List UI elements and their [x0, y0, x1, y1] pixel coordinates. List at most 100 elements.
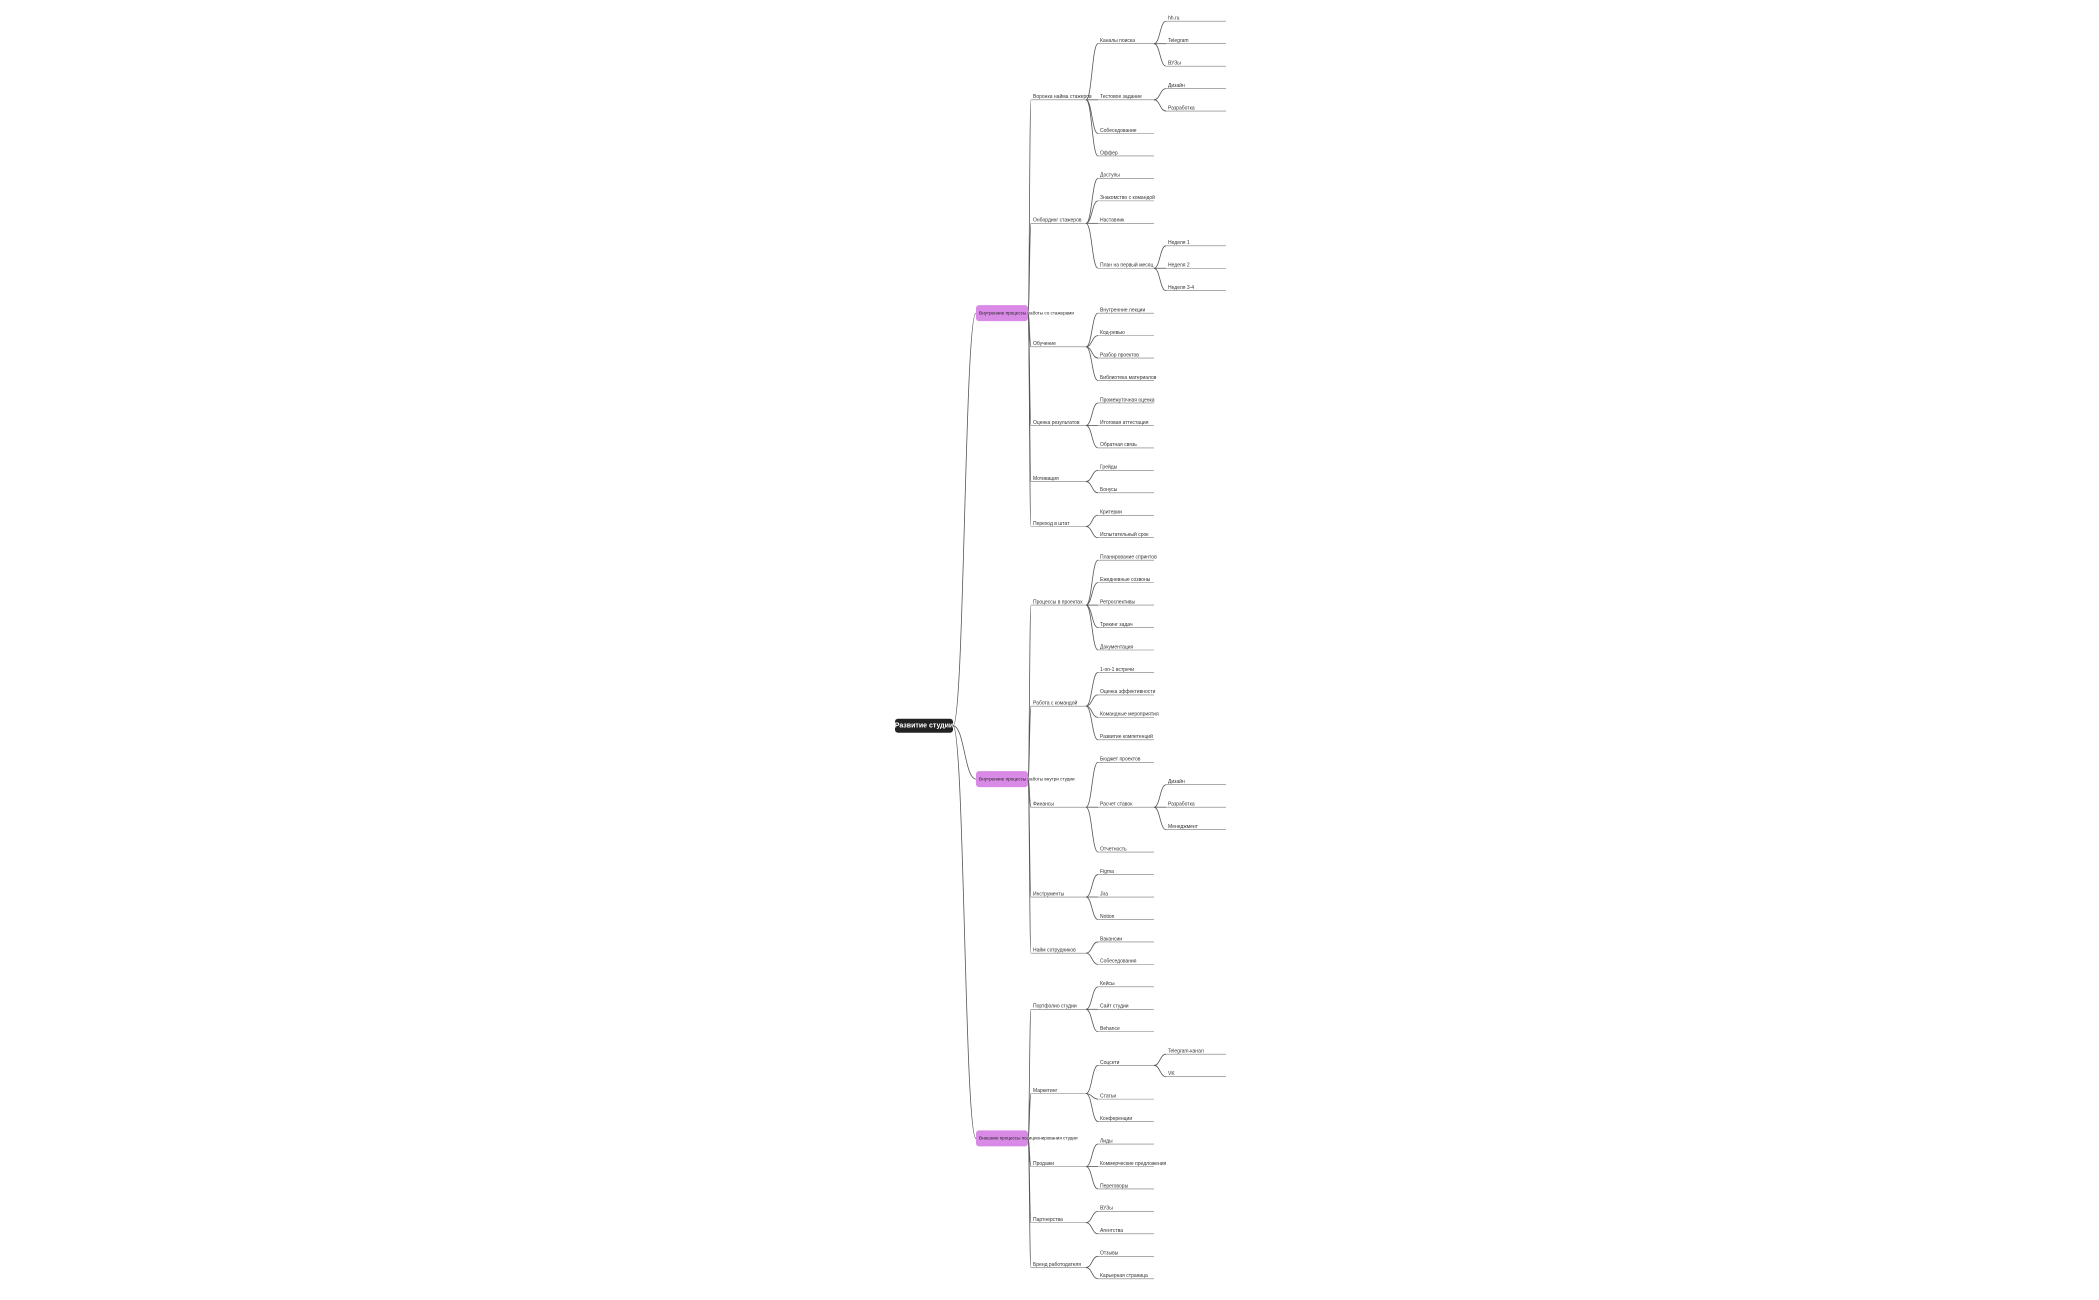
- node-label: Ежедневные созвоны: [1100, 577, 1151, 583]
- connector: [1085, 312, 1099, 348]
- connector: [1085, 705, 1099, 741]
- connector: [1085, 1267, 1099, 1280]
- node-label: Вакансии: [1100, 936, 1122, 942]
- node-label: Оценка результатов: [1033, 420, 1080, 426]
- node-label: Дизайн: [1168, 82, 1185, 89]
- root-label: Развитие студии: [895, 723, 953, 730]
- connector: [1085, 1093, 1099, 1122]
- branch-node: [976, 305, 1028, 322]
- connector: [1085, 672, 1099, 707]
- connector: [1153, 245, 1167, 269]
- connector: [1085, 1166, 1099, 1190]
- connector: [1085, 1008, 1099, 1033]
- node-label: Коммерческие предложения: [1100, 1161, 1167, 1167]
- connector: [1085, 99, 1099, 157]
- node-label: Обучение: [1033, 341, 1056, 347]
- branch-node: [976, 1130, 1028, 1147]
- connector: [1027, 778, 1032, 808]
- node-label: Менеджмент: [1168, 824, 1199, 830]
- node-label: Продажи: [1033, 1161, 1054, 1167]
- connector: [1085, 941, 1099, 954]
- node-label: Jira: [1100, 891, 1108, 897]
- node-label: Notion: [1100, 914, 1115, 920]
- connector: [1027, 705, 1032, 780]
- connector: [1085, 222, 1099, 269]
- connector: [1153, 806, 1167, 831]
- node-label: Неделя 2: [1168, 263, 1190, 269]
- node-label: Telegram-канал: [1168, 1049, 1204, 1055]
- connector: [1153, 20, 1167, 45]
- connector: [1027, 222, 1032, 314]
- node-label: Расчет ставок: [1100, 802, 1133, 808]
- node-label: Знакомство с командой: [1100, 194, 1155, 201]
- node-label: Telegram: [1168, 38, 1189, 44]
- connector: [1085, 481, 1099, 494]
- connector: [952, 725, 977, 780]
- connector: [1153, 267, 1167, 292]
- node-label: Разработка: [1168, 802, 1195, 808]
- connector: [1085, 761, 1099, 808]
- node-label: Документация: [1100, 644, 1134, 650]
- connector: [1085, 514, 1099, 527]
- branch-label: Внутренние процессы работы со стажерами: [979, 310, 1074, 315]
- node-label: Собеседования: [1100, 959, 1137, 965]
- node-label: Планирование спринтов: [1100, 555, 1157, 561]
- node-label: Неделя 3-4: [1168, 285, 1194, 291]
- node-label: Маркетинг: [1033, 1088, 1057, 1094]
- connector: [1085, 952, 1099, 965]
- node-label: Каналы поиска: [1100, 38, 1135, 44]
- node-label: Behance: [1100, 1026, 1120, 1032]
- node-label: Испытательный срок: [1100, 531, 1149, 538]
- node-label: Обратная связь: [1100, 442, 1137, 448]
- node-label: Карьерная страница: [1100, 1273, 1148, 1279]
- branch-label: Внутренние процессы работы внутри студии: [979, 776, 1075, 781]
- node-label: ВУЗы: [1100, 1206, 1113, 1212]
- node-label: Библиотека материалов: [1100, 375, 1157, 381]
- node-label: Кейсы: [1100, 980, 1115, 987]
- connector: [1085, 402, 1099, 426]
- node-label: Командные мероприятия: [1100, 712, 1159, 718]
- node-label: VK: [1168, 1071, 1175, 1077]
- node-label: Внутренние лекции: [1100, 307, 1145, 313]
- node-label: Процессы в проектах: [1033, 599, 1083, 605]
- node-label: Финансы: [1033, 802, 1054, 808]
- node-label: Трекинг задач: [1100, 622, 1133, 628]
- connector: [1085, 469, 1099, 482]
- connector: [1085, 694, 1099, 707]
- connector: [1027, 312, 1032, 527]
- connector: [952, 725, 977, 1139]
- node-label: Партнерства: [1033, 1217, 1063, 1223]
- node-label: Бонусы: [1100, 487, 1118, 493]
- node-label: Найм сотрудников: [1033, 946, 1076, 953]
- connector: [1085, 559, 1099, 606]
- node-label: Figma: [1100, 869, 1114, 875]
- node-label: Отзывы: [1100, 1251, 1119, 1257]
- node-label: Соцсети: [1100, 1060, 1120, 1066]
- node-label: Оффер: [1100, 150, 1118, 156]
- node-label: 1-on-1 встречи: [1100, 667, 1134, 673]
- connector: [1085, 582, 1099, 606]
- branch-node: [976, 771, 1028, 788]
- connector: [1027, 1138, 1032, 1268]
- node-label: Дизайн: [1168, 778, 1185, 785]
- node-label: Неделя 1: [1168, 240, 1190, 246]
- node-label: Критерии: [1100, 510, 1122, 516]
- connector: [1085, 346, 1099, 381]
- node-label: ВУЗы: [1168, 60, 1181, 66]
- node-label: План на первый месяц: [1100, 262, 1154, 269]
- node-label: Наставник: [1100, 218, 1125, 224]
- node-label: Оценка эффективности: [1100, 689, 1156, 695]
- node-label: Переход в штат: [1033, 521, 1070, 527]
- connector: [1085, 1255, 1099, 1268]
- connector: [1085, 178, 1099, 224]
- connector: [1085, 604, 1099, 651]
- node-label: Разработка: [1168, 105, 1195, 111]
- connector: [1085, 986, 1099, 1010]
- connector: [1153, 784, 1167, 808]
- branch-label: Внешние процессы позиционирования студии: [979, 1136, 1078, 1141]
- node-label: Лиды: [1100, 1138, 1113, 1144]
- node-label: Доступы: [1100, 173, 1120, 179]
- node-label: Собеседование: [1100, 128, 1137, 134]
- connector: [1085, 1143, 1099, 1167]
